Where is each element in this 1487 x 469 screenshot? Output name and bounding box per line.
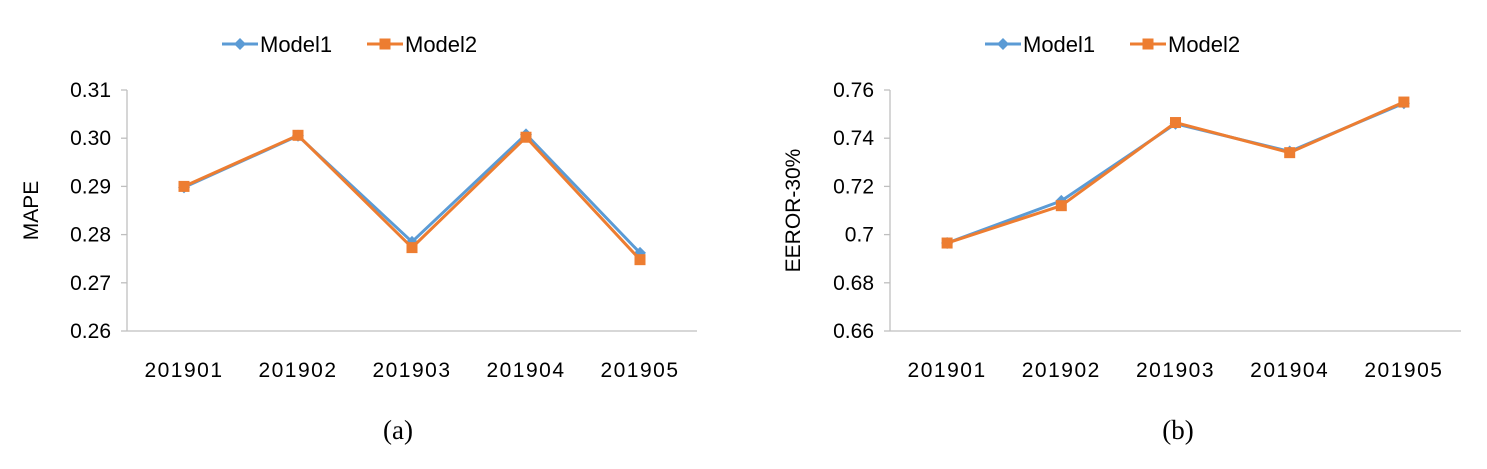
chart-panel-a: 0.26 0.27 0.28 0.29 0.30 0.31 201901 201902 2019… xyxy=(20,32,697,445)
chart-panel-b: 0.66 0.68 0.7 0.72 0.74 0.76 201901 201902 20190… xyxy=(782,32,1461,445)
x-tick-label: 201901 xyxy=(908,359,987,382)
x-tick-label: 201905 xyxy=(600,359,679,382)
legend-label-model1: Model1 xyxy=(260,32,332,57)
legend-label-model2: Model2 xyxy=(405,32,477,57)
legend-marker-square xyxy=(379,38,391,50)
data-point-model2 xyxy=(520,131,532,143)
data-point-model2 xyxy=(406,242,418,254)
panel-caption: (b) xyxy=(1162,415,1193,445)
legend-marker-diamond xyxy=(997,38,1009,50)
x-tick-label: 201902 xyxy=(1022,359,1101,382)
legend-label-model1: Model1 xyxy=(1023,32,1095,57)
y-tick-label: 0.30 xyxy=(70,127,111,150)
y-axis-title: EEROR-30% xyxy=(782,149,805,273)
data-point-model2 xyxy=(1284,147,1296,159)
data-point-model2 xyxy=(634,254,646,266)
panel-caption: (a) xyxy=(383,415,413,445)
data-point-model2 xyxy=(178,180,190,192)
legend-label-model2: Model2 xyxy=(1168,32,1240,57)
y-tick-label: 0.26 xyxy=(70,320,111,343)
x-tick-label: 201903 xyxy=(1136,359,1215,382)
data-point-model2 xyxy=(1055,200,1067,212)
y-tick-label: 0.72 xyxy=(833,175,874,198)
x-tick-label: 201903 xyxy=(372,359,451,382)
y-tick-label: 0.29 xyxy=(70,175,111,198)
legend-marker-square xyxy=(1142,38,1154,50)
x-tick-label: 201904 xyxy=(1250,359,1329,382)
y-tick-label: 0.76 xyxy=(833,79,874,102)
y-tick-label: 0.66 xyxy=(833,320,874,343)
x-tick-label: 201902 xyxy=(258,359,337,382)
x-tick-label: 201901 xyxy=(144,359,223,382)
y-axis-title: MAPE xyxy=(20,181,43,241)
legend: Model1 Model2 xyxy=(222,32,477,57)
legend-marker-diamond xyxy=(234,38,246,50)
y-tick-label: 0.27 xyxy=(70,272,111,295)
x-tick-label: 201905 xyxy=(1364,359,1443,382)
data-point-model2 xyxy=(941,237,953,249)
y-tick-label: 0.68 xyxy=(833,272,874,295)
y-tick-label: 0.31 xyxy=(70,79,111,102)
y-tick-label: 0.7 xyxy=(845,224,874,247)
data-point-model2 xyxy=(1170,117,1181,129)
legend: Model1 Model2 xyxy=(985,32,1240,57)
data-point-model2 xyxy=(1398,96,1410,108)
y-tick-label: 0.74 xyxy=(833,127,874,150)
x-tick-label: 201904 xyxy=(486,359,565,382)
data-point-model2 xyxy=(292,129,304,141)
y-tick-label: 0.28 xyxy=(70,224,111,247)
series-line-model1 xyxy=(183,132,642,254)
